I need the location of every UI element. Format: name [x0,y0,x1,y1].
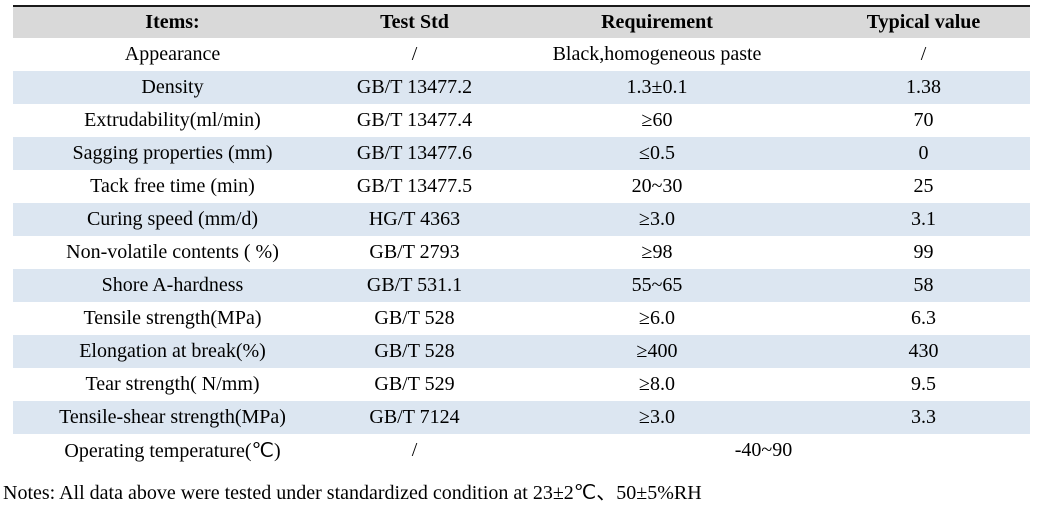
column-header-items: Items: [13,6,332,38]
column-header-typical-value: Typical value [817,6,1030,38]
requirement-cell: ≤0.5 [497,137,817,170]
requirement-cell: ≥400 [497,335,817,368]
test-std-cell: GB/T 529 [374,373,455,395]
typical-value-cell: 430 [817,335,1030,368]
typical-value-cell: 99 [913,241,934,263]
test-std-cell: GB/T 13477.6 [332,137,497,170]
item-cell: Density [13,71,332,104]
item-cell: Tear strength( N/mm) [85,373,260,395]
requirement-cell: ≥8.0 [639,373,675,395]
notes-text: Notes: All data above were tested under … [3,482,702,504]
table-row: Appearance / Black,homogeneous paste / [13,38,1030,71]
test-std-cell: HG/T 4363 [332,203,497,236]
typical-value-cell: 58 [817,269,1030,302]
typical-value-cell: / [920,43,927,65]
test-std-cell: GB/T 13477.5 [356,175,473,197]
item-cell: Extrudability(ml/min) [84,109,261,131]
item-cell: Shore A-hardness [13,269,332,302]
spec-table-body: Appearance / Black,homogeneous paste / Densi… [13,38,1030,467]
requirement-cell: -40~90 [734,439,793,461]
table-row: Tensile-shear strength(MPa) GB/T 7124 ≥3.0… [13,401,1030,434]
test-std-cell: GB/T 7124 [332,401,497,434]
column-header-requirement: Requirement [497,6,817,38]
item-cell: Non-volatile contents ( %) [66,241,279,263]
test-std-cell: GB/T 531.1 [332,269,497,302]
item-cell: Elongation at break(%) [13,335,332,368]
test-std-cell: GB/T 13477.2 [332,71,497,104]
test-std-cell: GB/T 528 [374,307,455,329]
test-std-cell: / [411,439,418,461]
item-cell: Sagging properties (mm) [13,137,332,170]
item-cell: Appearance [124,43,221,65]
column-header-test-std: Test Std [332,6,497,38]
table-row: Curing speed (mm/d) HG/T 4363 ≥3.0 3.1 [13,203,1030,236]
typical-value-cell: 25 [913,175,934,197]
typical-value-cell: 70 [913,109,934,131]
spec-table: Items: Test Std Requirement Typical valu… [13,5,1030,467]
table-row: Shore A-hardness GB/T 531.1 55~65 58 [13,269,1030,302]
spec-table-header: Items: Test Std Requirement Typical valu… [13,6,1030,38]
typical-value-cell: 3.1 [817,203,1030,236]
item-cell: Tack free time (min) [90,175,255,197]
requirement-cell: ≥3.0 [497,401,817,434]
test-std-cell: GB/T 13477.4 [356,109,473,131]
table-row: Tear strength( N/mm) GB/T 529 ≥8.0 9.5 [13,368,1030,401]
requirement-cell: Black,homogeneous paste [552,43,762,65]
test-std-cell: GB/T 528 [332,335,497,368]
header-row: Items: Test Std Requirement Typical valu… [13,6,1030,38]
typical-value-cell: 3.3 [817,401,1030,434]
requirement-cell: ≥3.0 [497,203,817,236]
typical-value-cell: 0 [817,137,1030,170]
table-row: Density GB/T 13477.2 1.3±0.1 1.38 [13,71,1030,104]
table-row: Tensile strength(MPa) GB/T 528 ≥6.0 6.3 [13,302,1030,335]
item-cell: Tensile strength(MPa) [83,307,262,329]
requirement-cell: ≥60 [641,109,673,131]
table-row: Sagging properties (mm) GB/T 13477.6 ≤0.5 0 [13,137,1030,170]
typical-value-cell: 1.38 [817,71,1030,104]
test-std-cell: GB/T 2793 [369,241,460,263]
item-cell: Curing speed (mm/d) [13,203,332,236]
table-row: Extrudability(ml/min) GB/T 13477.4 ≥60 70 [13,104,1030,137]
table-row: Elongation at break(%) GB/T 528 ≥400 430 [13,335,1030,368]
table-row: Tack free time (min) GB/T 13477.5 20~30 25 [13,170,1030,203]
table-row: Non-volatile contents ( %) GB/T 2793 ≥98 99 [13,236,1030,269]
test-std-cell: / [411,43,418,65]
requirement-cell: 55~65 [497,269,817,302]
table-row: Operating temperature(℃) / -40~90 [13,434,1030,467]
requirement-cell: 1.3±0.1 [497,71,817,104]
item-cell: Tensile-shear strength(MPa) [13,401,332,434]
typical-value-cell: 6.3 [911,307,936,329]
item-cell: Operating temperature(℃) [64,440,281,462]
requirement-cell: ≥6.0 [639,307,675,329]
requirement-cell: 20~30 [631,175,683,197]
requirement-cell: ≥98 [641,241,673,263]
typical-value-cell: 9.5 [911,373,936,395]
